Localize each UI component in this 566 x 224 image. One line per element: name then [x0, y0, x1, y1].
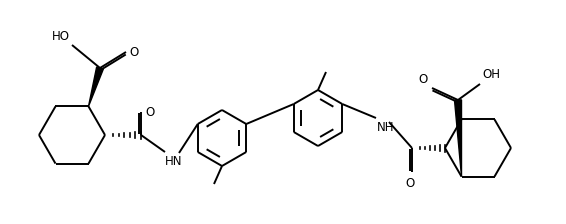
- Text: OH: OH: [482, 68, 500, 81]
- Polygon shape: [88, 67, 104, 106]
- Text: O: O: [145, 106, 155, 118]
- Text: O: O: [129, 45, 138, 58]
- Text: O: O: [405, 177, 415, 190]
- Text: O: O: [419, 73, 428, 86]
- Text: HN: HN: [165, 155, 182, 168]
- Text: HO: HO: [52, 30, 70, 43]
- Text: NH: NH: [377, 121, 395, 134]
- Polygon shape: [454, 100, 461, 177]
